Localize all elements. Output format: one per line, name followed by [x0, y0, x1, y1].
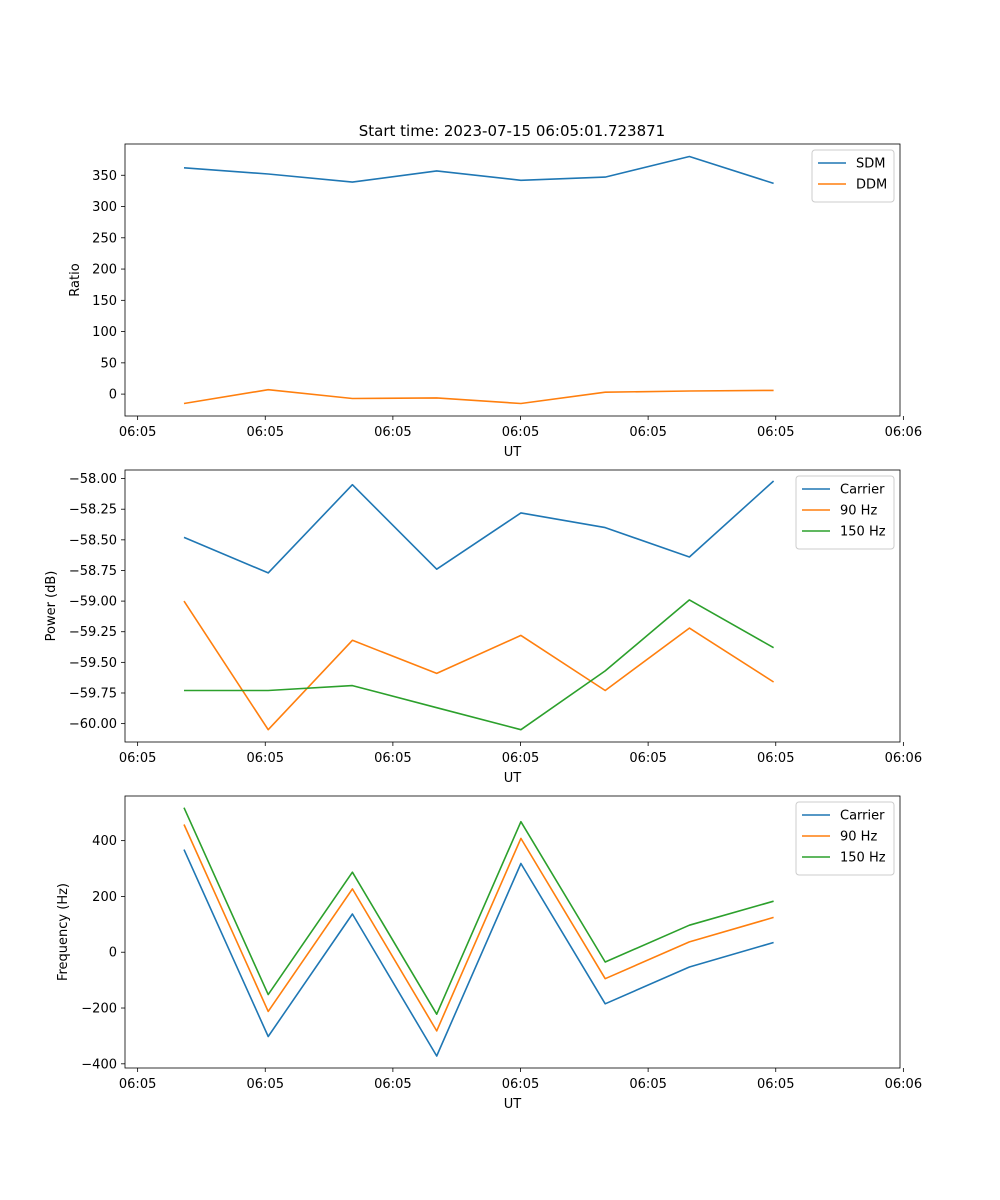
series-line-150-hz: [183, 807, 774, 1016]
axes-frame: [124, 795, 901, 1069]
y-tick-label: −59.50: [69, 656, 117, 671]
y-tick-label: −58.75: [69, 564, 117, 579]
x-tick-label: 06:05: [629, 1077, 666, 1092]
legend-label: DDM: [856, 178, 887, 193]
frequency-subplot: −400 −200 0 200 400 06:05 06:05 06:05 06:05 06:05…: [56, 795, 922, 1112]
x-tick-label: 06:05: [629, 751, 666, 766]
y-tick-label: 0: [109, 388, 117, 403]
y-tick-label: 300: [92, 200, 117, 215]
figure-title: Start time: 2023-07-15 06:05:01.723871: [359, 122, 665, 140]
x-tick-label: 06:05: [247, 425, 284, 440]
legend-label: 90 Hz: [840, 830, 877, 845]
legend: SDM DDM: [811, 149, 895, 203]
y-tick-label: −200: [81, 1002, 117, 1017]
y-axis-label: Frequency (Hz): [56, 883, 71, 981]
series-line-150-hz: [184, 599, 774, 731]
axes-frame: [124, 469, 901, 743]
legend-label: Carrier: [840, 483, 885, 498]
x-tick-label: 06:05: [247, 1077, 284, 1092]
y-tick-label: 250: [92, 231, 117, 246]
x-tick-label: 06:05: [247, 751, 284, 766]
legend-label: Carrier: [840, 809, 885, 824]
y-tick-label: 50: [100, 356, 117, 371]
y-tick-label: 400: [92, 834, 117, 849]
x-tick-label: 06:05: [502, 1077, 539, 1092]
x-tick-label: 06:05: [374, 1077, 411, 1092]
y-tick-label: 150: [92, 294, 117, 309]
legend-label: 150 Hz: [840, 525, 886, 540]
y-axis-label: Ratio: [68, 263, 83, 296]
x-axis-label: UT: [504, 445, 522, 460]
x-tick-label: 06:05: [374, 751, 411, 766]
y-tick-label: −58.50: [69, 533, 117, 548]
y-tick-label: −400: [81, 1057, 117, 1072]
x-tick-label: 06:06: [885, 425, 922, 440]
x-tick-label: 06:05: [119, 425, 156, 440]
series-line-90-hz: [183, 600, 775, 731]
x-tick-label: 06:05: [119, 751, 156, 766]
y-tick-label: −59.75: [69, 686, 117, 701]
series-line-carrier: [183, 849, 774, 1057]
x-axis-label: UT: [504, 771, 522, 786]
legend-label: 90 Hz: [840, 504, 877, 519]
x-tick-label: 06:05: [502, 751, 539, 766]
legend: Carrier 90 Hz 150 Hz: [795, 801, 895, 876]
x-tick-label: 06:06: [885, 1077, 922, 1092]
series-line-carrier: [183, 480, 775, 574]
y-tick-label: −58.25: [69, 503, 117, 518]
ratio-subplot: 0 50 100 150 200 250 300 350 06:05 06:05 06:05 06:0…: [68, 143, 922, 460]
x-tick-label: 06:05: [757, 751, 794, 766]
y-axis-label: Power (dB): [44, 571, 59, 642]
x-tick-label: 06:05: [119, 1077, 156, 1092]
axes-frame: [124, 143, 901, 417]
y-tick-label: −59.25: [69, 625, 117, 640]
legend-label: SDM: [856, 157, 885, 172]
x-tick-label: 06:05: [629, 425, 666, 440]
x-tick-label: 06:05: [502, 425, 539, 440]
legend: Carrier 90 Hz 150 Hz: [795, 475, 895, 550]
x-tick-label: 06:05: [757, 1077, 794, 1092]
y-tick-label: 0: [109, 946, 117, 961]
power-subplot: −60.00 −59.75 −59.50 −59.25 −59.00 −58.75 −58.…: [44, 469, 922, 786]
y-tick-label: −58.00: [69, 472, 117, 487]
x-tick-label: 06:05: [757, 425, 794, 440]
y-tick-label: −59.00: [69, 595, 117, 610]
x-axis-label: UT: [504, 1097, 522, 1112]
series-line-sdm: [183, 155, 774, 185]
legend-label: 150 Hz: [840, 851, 886, 866]
series-line-90-hz: [183, 824, 774, 1032]
y-tick-label: 200: [92, 890, 117, 905]
y-tick-label: −60.00: [69, 717, 117, 732]
series-line-ddm: [183, 388, 774, 405]
x-tick-label: 06:06: [885, 751, 922, 766]
x-tick-label: 06:05: [374, 425, 411, 440]
y-tick-label: 350: [92, 169, 117, 184]
y-tick-label: 100: [92, 325, 117, 340]
y-tick-label: 200: [92, 263, 117, 278]
